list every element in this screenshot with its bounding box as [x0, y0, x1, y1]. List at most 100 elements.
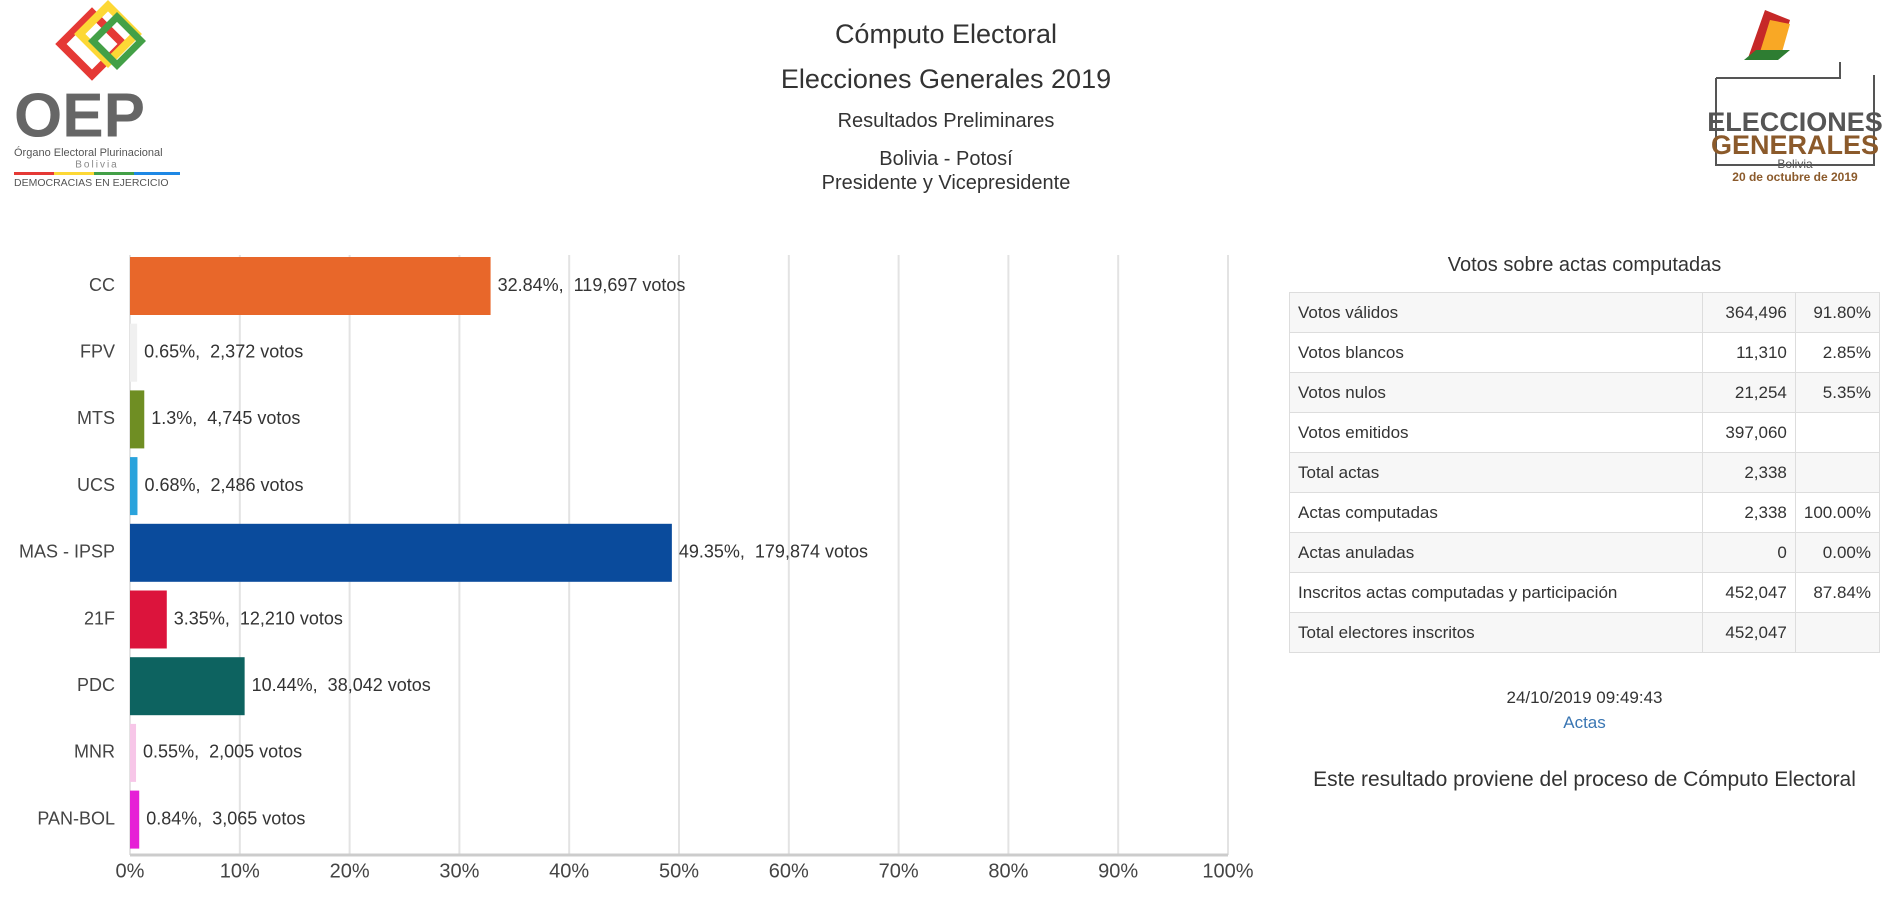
table-row: Total actas 2,338	[1289, 452, 1881, 493]
bar	[130, 723, 137, 782]
row-value: 21,254	[1701, 372, 1796, 413]
x-tick-label: 70%	[879, 860, 919, 882]
value-label: 3.35%, 12,210 votos	[174, 608, 343, 628]
row-value: 2,338	[1701, 452, 1796, 493]
results-table: Votos válidos 364,496 91.80% Votos blancos 1…	[1289, 292, 1881, 653]
row-value: 0.00%	[1794, 532, 1881, 573]
bar	[130, 390, 145, 449]
row-value: 11,310	[1701, 332, 1796, 373]
row-label: Votos nulos	[1289, 372, 1703, 413]
logo-country: Bolivia	[1777, 157, 1813, 171]
logo-acronym: OEP	[14, 81, 145, 150]
logo-right: ELECCIONES GENERALES Bolivia 20 de octub…	[1707, 10, 1883, 184]
table-row: Votos blancos 11,310 2.85%	[1289, 332, 1881, 373]
table-row: Votos nulos 21,254 5.35%	[1289, 372, 1881, 413]
subtitle: Elecciones Generales 2019	[780, 64, 1112, 94]
x-tick-label: 80%	[988, 860, 1028, 882]
table-row: Inscritos actas computadas y participaci…	[1289, 572, 1881, 613]
bar	[130, 323, 138, 382]
region: Bolivia - Potosí	[879, 148, 1013, 170]
category-label: FPV	[80, 341, 115, 361]
bar	[130, 457, 138, 516]
value-label: 0.55%, 2,005 votos	[143, 742, 302, 762]
bar	[130, 790, 140, 849]
logo-stripe	[94, 172, 134, 175]
x-tick-label: 40%	[549, 860, 589, 882]
actas-link[interactable]: Actas	[1563, 713, 1606, 732]
row-label: Actas anuladas	[1289, 532, 1703, 573]
logo-box	[1715, 62, 1875, 166]
x-tick-label: 50%	[659, 860, 699, 882]
note: Este resultado proviene del proceso de C…	[1313, 768, 1856, 791]
value-label: 10.44%, 38,042 votos	[252, 675, 431, 695]
row-value: 452,047	[1701, 612, 1796, 653]
bar	[130, 257, 491, 315]
value-label: 0.68%, 2,486 votos	[144, 475, 303, 495]
category-label: CC	[89, 275, 115, 295]
x-tick-label: 100%	[1202, 860, 1253, 882]
row-label: Votos blancos	[1289, 332, 1703, 373]
logo-line1: ELECCIONES	[1707, 107, 1883, 137]
value-label: 1.3%, 4,745 votos	[151, 408, 300, 428]
value-label: 0.84%, 3,065 votos	[146, 808, 305, 828]
logo-left: OEP Órgano Electoral Plurinacional Boliv…	[14, 0, 180, 189]
row-value: 87.84%	[1794, 572, 1881, 613]
table-row: Votos válidos 364,496 91.80%	[1289, 292, 1881, 333]
row-value: 5.35%	[1794, 372, 1881, 413]
timestamp: 24/10/2019 09:49:43	[1506, 688, 1663, 707]
logo-flag	[1744, 50, 1790, 60]
x-tick-label: 0%	[116, 860, 145, 882]
row-value: 452,047	[1701, 572, 1796, 613]
row-value: 2.85%	[1794, 332, 1881, 373]
logo-country: Bolivia	[75, 160, 118, 171]
logo-name: Órgano Electoral Plurinacional	[14, 146, 163, 159]
row-label: Votos válidos	[1289, 292, 1703, 333]
value-label: 49.35%, 179,874 votos	[679, 542, 868, 562]
row-value	[1794, 612, 1881, 653]
x-tick-label: 30%	[439, 860, 479, 882]
results-label: Resultados Preliminares	[837, 110, 1055, 132]
category-label: PDC	[77, 675, 115, 695]
bar	[130, 523, 672, 582]
category-label: PAN-BOL	[37, 808, 115, 828]
x-tick-label: 20%	[330, 860, 370, 882]
logo-date: 20 de octubre de 2019	[1732, 170, 1858, 184]
table-title: Votos sobre actas computadas	[1447, 254, 1722, 276]
row-value: 364,496	[1701, 292, 1796, 333]
chart: 0% 10% 20% 30% 40% 50% 60% 70% 80% 90% 100% CC 32.84…	[19, 255, 1254, 882]
row-label: Votos emitidos	[1289, 412, 1703, 453]
logo-stripe	[14, 172, 54, 175]
row-value	[1794, 412, 1881, 453]
value-label: 32.84%, 119,697 votos	[498, 275, 686, 295]
row-label: Inscritos actas computadas y participaci…	[1289, 572, 1703, 613]
category-label: MTS	[77, 408, 115, 428]
row-value	[1794, 452, 1881, 493]
row-label: Total actas	[1289, 452, 1703, 493]
table-row: Total electores inscritos 452,047	[1289, 612, 1881, 653]
title: Cómputo Electoral	[834, 19, 1058, 49]
x-tick-label: 90%	[1098, 860, 1138, 882]
row-label: Actas computadas	[1289, 492, 1703, 533]
row-value: 2,338	[1701, 492, 1796, 533]
category-label: MAS - IPSP	[19, 542, 115, 562]
category-label: UCS	[77, 475, 115, 495]
row-value: 100.00%	[1794, 492, 1881, 533]
table-row: Votos emitidos 397,060	[1289, 412, 1881, 453]
logo-stripe	[54, 172, 94, 175]
table-row: Actas anuladas 0 0.00%	[1289, 532, 1881, 573]
logo-motto: DEMOCRACIAS EN EJERCICIO	[14, 177, 169, 189]
value-label: 0.65%, 2,372 votos	[144, 341, 303, 361]
row-value: 0	[1701, 532, 1796, 573]
bar	[130, 590, 167, 649]
logo-flag	[1760, 20, 1790, 52]
x-tick-label: 10%	[220, 860, 260, 882]
x-tick-label: 60%	[769, 860, 809, 882]
category-label: 21F	[84, 608, 115, 628]
logo-line2: GENERALES	[1711, 130, 1879, 160]
category-label: MNR	[74, 742, 115, 762]
office: Presidente y Vicepresidente	[821, 172, 1071, 194]
row-value: 91.80%	[1794, 292, 1881, 333]
bar	[130, 657, 245, 716]
